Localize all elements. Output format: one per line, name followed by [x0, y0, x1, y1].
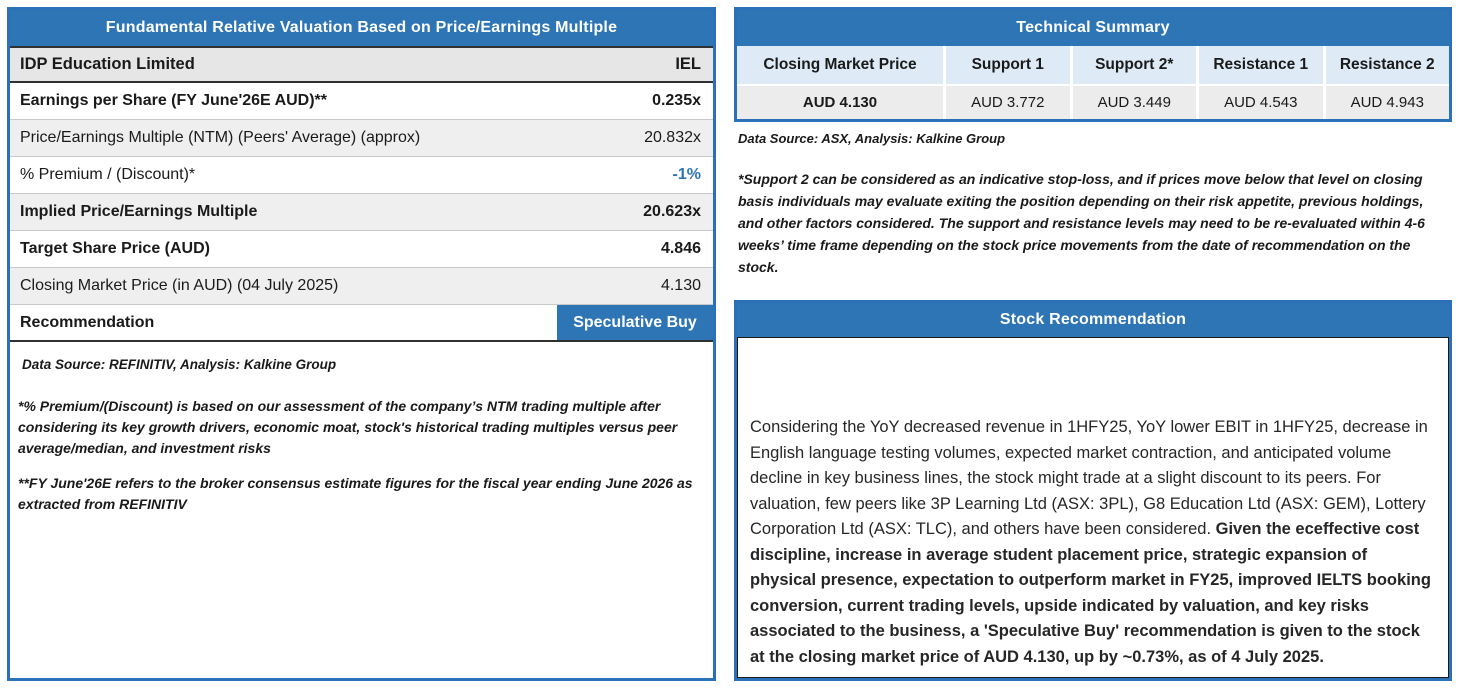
technical-summary-panel: Technical Summary Closing Market Price S… [734, 7, 1452, 122]
company-name: IDP Education Limited [20, 55, 195, 73]
recommendation-text-regular: Considering the YoY decreased revenue in… [750, 418, 1428, 538]
closing-price-label: Closing Market Price (in AUD) (04 July 2… [20, 277, 339, 294]
valuation-panel-title: Fundamental Relative Valuation Based on … [10, 10, 713, 46]
ticker-symbol: IEL [675, 55, 701, 73]
table-row-eps: Earnings per Share (FY June'26E AUD)** 0… [10, 83, 713, 120]
table-row-premium-discount: % Premium / (Discount)* -1% [10, 157, 713, 194]
eps-label: Earnings per Share (FY June'26E AUD)** [20, 92, 328, 109]
pe-multiple-value: 20.832x [644, 129, 701, 146]
stock-recommendation-text: Considering the YoY decreased revenue in… [750, 415, 1436, 670]
implied-pe-value: 20.623x [643, 203, 701, 220]
recommendation-label: Recommendation [20, 313, 155, 331]
pe-multiple-label: Price/Earnings Multiple (NTM) (Peers' Av… [20, 129, 421, 146]
support-1-value: AUD 3.772 [946, 86, 1070, 119]
col-closing-market-price: Closing Market Price [737, 46, 943, 84]
implied-pe-label: Implied Price/Earnings Multiple [20, 203, 258, 220]
target-price-value: 4.846 [660, 240, 701, 257]
resistance-1-value: AUD 4.543 [1199, 86, 1323, 119]
table-row-implied-pe: Implied Price/Earnings Multiple 20.623x [10, 194, 713, 231]
valuation-panel: Fundamental Relative Valuation Based on … [7, 7, 716, 681]
stock-recommendation-body: Considering the YoY decreased revenue in… [737, 337, 1449, 678]
premium-discount-label: % Premium / (Discount)* [20, 166, 196, 183]
col-resistance-1: Resistance 1 [1199, 46, 1323, 84]
table-row-recommendation: Recommendation Speculative Buy [10, 305, 713, 342]
resistance-2-value: AUD 4.943 [1325, 86, 1449, 119]
technical-summary-notes: Data Source: ASX, Analysis: Kalkine Grou… [738, 131, 1450, 278]
technical-data-source: Data Source: ASX, Analysis: Kalkine Grou… [738, 131, 1006, 146]
footnote-fy26-estimate: **FY June'26E refers to the broker conse… [18, 475, 693, 512]
col-support-1: Support 1 [946, 46, 1070, 84]
table-row-company: IDP Education Limited IEL [10, 46, 713, 83]
stock-recommendation-title: Stock Recommendation [737, 303, 1449, 337]
footnote-premium-discount: *% Premium/(Discount) is based on our as… [18, 398, 678, 456]
table-row-target-price: Target Share Price (AUD) 4.846 [10, 231, 713, 268]
recommendation-text-bold: Given the eceffective cost discipline, i… [750, 520, 1431, 666]
table-row-closing-price: Closing Market Price (in AUD) (04 July 2… [10, 268, 713, 305]
col-resistance-2: Resistance 2 [1325, 46, 1449, 84]
support-2-value: AUD 3.449 [1072, 86, 1196, 119]
technical-summary-header-row: Closing Market Price Support 1 Support 2… [737, 46, 1449, 84]
table-row-pe-multiple: Price/Earnings Multiple (NTM) (Peers' Av… [10, 120, 713, 157]
premium-discount-value: -1% [672, 166, 701, 183]
valuation-table: IDP Education Limited IEL Earnings per S… [10, 46, 713, 342]
support-2-footnote: *Support 2 can be considered as an indic… [738, 171, 1425, 275]
closing-price-value: 4.130 [660, 277, 701, 294]
closing-market-price-value: AUD 4.130 [737, 86, 943, 119]
target-price-label: Target Share Price (AUD) [20, 240, 210, 257]
valuation-data-source: Data Source: REFINITIV, Analysis: Kalkin… [22, 357, 337, 372]
technical-summary-value-row: AUD 4.130 AUD 3.772 AUD 3.449 AUD 4.543 … [737, 86, 1449, 119]
eps-value: 0.235x [652, 92, 701, 109]
stock-recommendation-panel: Stock Recommendation Considering the YoY… [734, 300, 1452, 681]
technical-summary-title: Technical Summary [737, 10, 1449, 46]
col-support-2: Support 2* [1072, 46, 1196, 84]
recommendation-badge: Speculative Buy [557, 305, 713, 340]
